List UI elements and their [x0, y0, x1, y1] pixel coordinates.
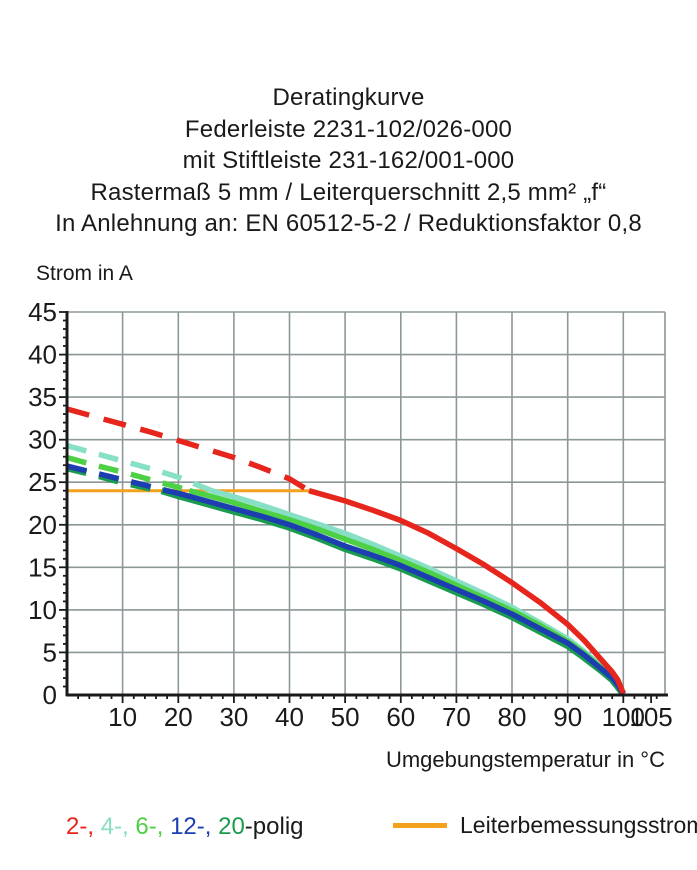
svg-text:5: 5 [43, 637, 57, 667]
svg-text:35: 35 [28, 382, 57, 412]
gridlines [67, 311, 666, 695]
svg-text:50: 50 [331, 702, 360, 732]
svg-text:90: 90 [553, 702, 582, 732]
x-axis-title: Umgebungstemperatur in °C [385, 747, 665, 772]
svg-text:100: 100 [602, 702, 645, 732]
rated-current-label: Leiterbemessungsstrom [460, 811, 697, 838]
legend-pole-part: 6-, [135, 813, 171, 840]
svg-text:70: 70 [442, 702, 471, 732]
rated-current-swatch [393, 822, 447, 828]
curve-4-polig-dashed [66, 442, 213, 494]
title-line-2: Federleiste 2231-102/026-000 [184, 115, 513, 143]
svg-text:20: 20 [164, 702, 193, 732]
svg-text:40: 40 [275, 702, 304, 732]
axis-ticks [59, 311, 658, 703]
svg-text:10: 10 [108, 702, 137, 732]
svg-text:30: 30 [219, 702, 248, 732]
curve-12-polig-dashed [66, 463, 168, 494]
svg-text:60: 60 [386, 702, 415, 732]
curve-20-polig [160, 487, 627, 697]
y-axis-title: Strom in A [36, 262, 133, 285]
legend-pole-part: -polig [244, 813, 304, 840]
legend-pole-part: 20 [218, 813, 245, 840]
curve-2-polig-dashed [66, 406, 311, 494]
curve-12-polig [166, 488, 626, 696]
axes [65, 311, 668, 697]
legend-pole-part: 2-, [66, 813, 101, 840]
title-line-5: In Anlehnung an: EN 60512-5-2 / Reduktio… [55, 210, 642, 237]
legend-rated-current: Leiterbemessungsstrom [393, 810, 697, 840]
title-line-3: mit Stiftleiste 231-162/001-000 [182, 147, 515, 174]
svg-text:80: 80 [498, 702, 527, 732]
curve-2-polig [308, 488, 626, 695]
svg-text:105: 105 [629, 702, 672, 732]
legend-poles: 2-, 4-, 6-, 12-, 20-polig [66, 813, 304, 841]
svg-text:15: 15 [28, 552, 57, 582]
title-line-4: Rastermaß 5 mm / Leiterquerschnitt 2,5 m… [90, 178, 607, 206]
curve-6-polig-dashed [66, 454, 191, 494]
svg-text:45: 45 [28, 297, 57, 327]
svg-text:40: 40 [28, 340, 57, 370]
curves [66, 406, 627, 697]
svg-text:10: 10 [28, 595, 57, 625]
chart-title-block: Deratingkurve Federleiste 2231-102/026-0… [0, 82, 697, 240]
legend-pole-part: 12-, [170, 813, 219, 840]
svg-text:25: 25 [28, 467, 57, 497]
legend-pole-part: 4-, [100, 813, 136, 840]
svg-text:0: 0 [43, 680, 57, 710]
svg-text:30: 30 [28, 425, 57, 455]
title-line-1: Deratingkurve [272, 84, 425, 111]
svg-text:20: 20 [28, 510, 57, 540]
